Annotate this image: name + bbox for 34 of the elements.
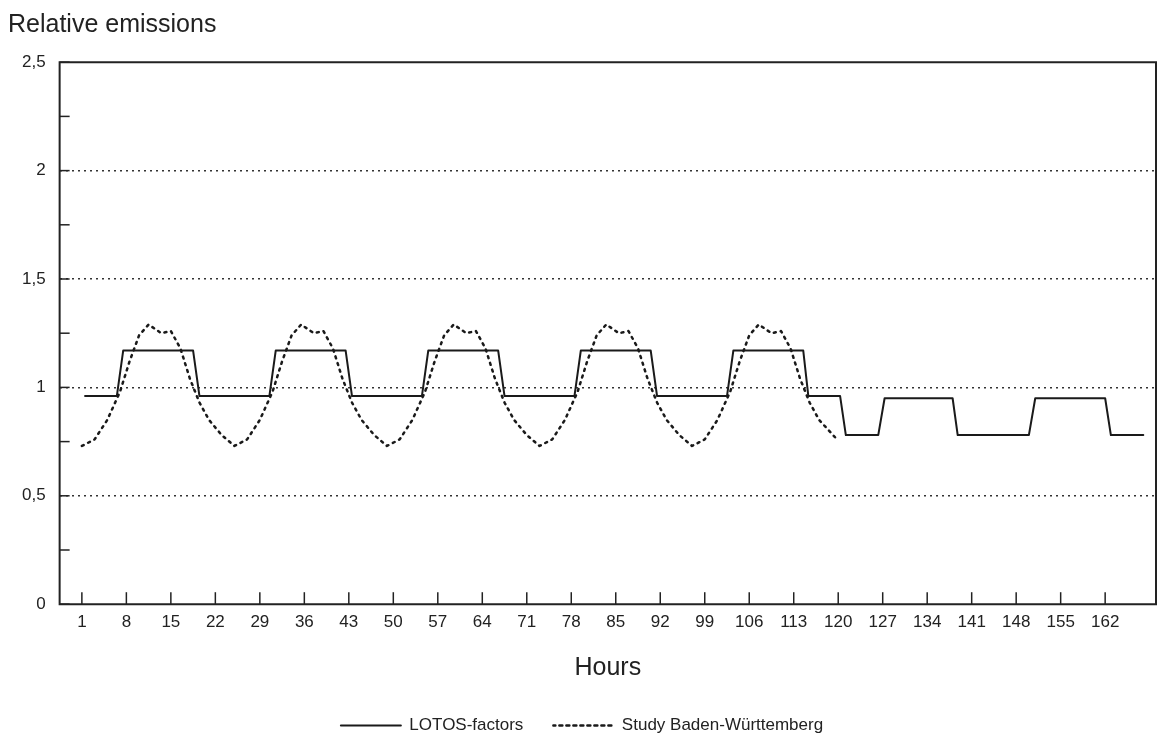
x-tick-label: 43 bbox=[339, 612, 359, 632]
x-tick-label: 92 bbox=[650, 612, 670, 632]
y-tick-label: 0 bbox=[36, 593, 46, 613]
x-tick-label: 22 bbox=[205, 612, 225, 632]
x-tick-label: 78 bbox=[561, 612, 581, 632]
x-tick-label: 15 bbox=[161, 612, 181, 632]
x-tick-label: 99 bbox=[695, 612, 715, 632]
x-tick-label: 148 bbox=[1001, 612, 1031, 632]
x-tick-label: 36 bbox=[294, 612, 314, 632]
x-tick-label: 71 bbox=[517, 612, 537, 632]
x-tick-label: 155 bbox=[1046, 612, 1075, 632]
x-tick-label: 85 bbox=[606, 612, 626, 632]
x-tick-label: 106 bbox=[735, 612, 764, 632]
x-tick-label: 162 bbox=[1090, 612, 1120, 632]
legend-label: LOTOS-factors bbox=[409, 715, 524, 735]
x-tick-label: 113 bbox=[780, 612, 808, 632]
y-axis-title: Relative emissions bbox=[8, 8, 218, 38]
y-tick-label: 1,5 bbox=[21, 268, 46, 288]
x-tick-label: 29 bbox=[250, 612, 270, 632]
x-tick-label: 8 bbox=[121, 612, 132, 632]
x-tick-label: 57 bbox=[428, 612, 448, 632]
y-tick-label: 1 bbox=[36, 377, 46, 397]
x-tick-label: 50 bbox=[383, 612, 403, 632]
x-tick-label: 127 bbox=[868, 612, 897, 632]
legend-label: Study Baden-Württemberg bbox=[621, 715, 824, 735]
x-axis-title: Hours bbox=[574, 651, 642, 680]
y-tick-label: 2,5 bbox=[21, 51, 46, 71]
x-tick-label: 1 bbox=[77, 612, 87, 632]
y-tick-label: 0,5 bbox=[21, 485, 46, 505]
x-tick-label: 120 bbox=[824, 612, 853, 632]
y-tick-label: 2 bbox=[36, 160, 46, 180]
x-tick-label: 134 bbox=[913, 612, 942, 632]
x-tick-label: 64 bbox=[472, 612, 492, 632]
x-tick-label: 141 bbox=[957, 612, 986, 632]
